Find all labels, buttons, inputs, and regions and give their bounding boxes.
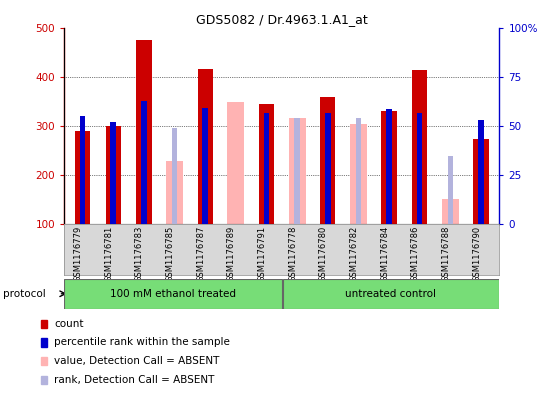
Bar: [355, 118, 361, 224]
Bar: [75, 130, 90, 224]
Bar: [41, 338, 47, 347]
Bar: [350, 124, 367, 224]
Bar: [283, 279, 499, 309]
Bar: [320, 97, 335, 224]
Text: GSM1176791: GSM1176791: [257, 226, 267, 282]
Bar: [198, 69, 213, 224]
Bar: [386, 108, 392, 224]
Text: 100 mM ethanol treated: 100 mM ethanol treated: [110, 289, 236, 299]
Bar: [136, 40, 152, 224]
Text: GSM1176782: GSM1176782: [349, 226, 358, 282]
Bar: [110, 122, 116, 224]
Bar: [166, 161, 183, 224]
Bar: [288, 118, 306, 224]
Bar: [41, 320, 47, 328]
Text: GSM1176787: GSM1176787: [196, 226, 205, 282]
Text: GSM1176784: GSM1176784: [380, 226, 389, 282]
Text: count: count: [54, 319, 84, 329]
Bar: [259, 104, 274, 224]
Bar: [105, 126, 121, 224]
Text: GSM1176779: GSM1176779: [74, 226, 83, 282]
Bar: [442, 199, 459, 224]
Bar: [172, 128, 177, 224]
Bar: [295, 118, 300, 224]
Text: protocol: protocol: [3, 289, 46, 299]
Text: value, Detection Call = ABSENT: value, Detection Call = ABSENT: [54, 356, 220, 366]
Bar: [141, 101, 147, 224]
Bar: [64, 279, 282, 309]
Text: GSM1176783: GSM1176783: [135, 226, 144, 282]
Bar: [228, 102, 244, 224]
Bar: [473, 139, 489, 224]
Text: GSM1176786: GSM1176786: [411, 226, 420, 282]
Title: GDS5082 / Dr.4963.1.A1_at: GDS5082 / Dr.4963.1.A1_at: [196, 13, 368, 26]
Text: untreated control: untreated control: [345, 289, 436, 299]
Text: GSM1176781: GSM1176781: [104, 226, 113, 282]
Bar: [41, 357, 47, 365]
Text: rank, Detection Call = ABSENT: rank, Detection Call = ABSENT: [54, 375, 215, 385]
Text: GSM1176780: GSM1176780: [319, 226, 328, 282]
Text: GSM1176789: GSM1176789: [227, 226, 236, 282]
Text: GSM1176788: GSM1176788: [441, 226, 450, 282]
Bar: [80, 116, 85, 224]
Text: GSM1176785: GSM1176785: [166, 226, 175, 282]
Bar: [41, 376, 47, 384]
Text: percentile rank within the sample: percentile rank within the sample: [54, 338, 230, 347]
Bar: [417, 114, 422, 224]
Bar: [448, 156, 453, 224]
Bar: [203, 108, 208, 224]
Text: GSM1176790: GSM1176790: [472, 226, 481, 282]
Bar: [478, 120, 484, 224]
Bar: [264, 114, 269, 224]
Bar: [382, 111, 397, 224]
Bar: [412, 70, 427, 224]
Bar: [325, 114, 330, 224]
Text: GSM1176778: GSM1176778: [288, 226, 297, 282]
